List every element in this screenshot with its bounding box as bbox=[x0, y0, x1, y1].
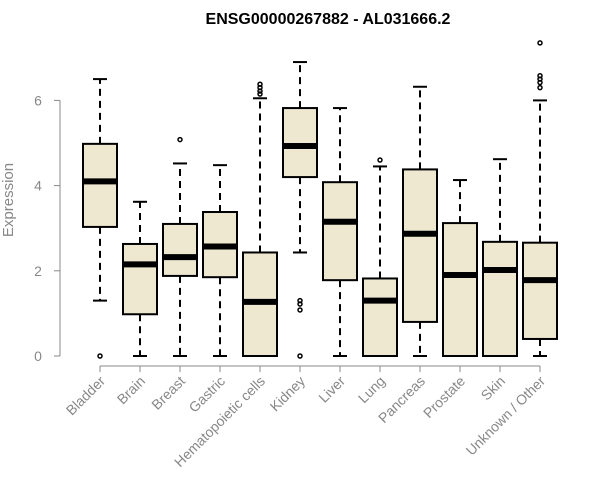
y-tick-label: 6 bbox=[34, 92, 42, 108]
outlier-point bbox=[537, 84, 543, 91]
x-tick-label: Prostate bbox=[420, 373, 468, 421]
box-group bbox=[522, 40, 558, 357]
box-iqr bbox=[362, 277, 398, 357]
box-group bbox=[82, 78, 118, 359]
box-iqr bbox=[82, 142, 118, 228]
x-tick-label: Lung bbox=[355, 373, 388, 406]
chart-title: ENSG00000267882 - AL031666.2 bbox=[206, 11, 451, 28]
outlier-point bbox=[537, 40, 543, 46]
box-group bbox=[162, 136, 198, 357]
outlier-point bbox=[537, 72, 543, 79]
outlier-point bbox=[257, 91, 263, 97]
x-tick-label: Breast bbox=[148, 373, 188, 413]
box-iqr bbox=[162, 222, 198, 277]
box-iqr bbox=[482, 240, 518, 357]
box-group bbox=[122, 200, 158, 357]
box-group bbox=[362, 157, 398, 357]
box-group bbox=[282, 61, 318, 359]
box-series bbox=[82, 40, 558, 359]
x-tick-label: Liver bbox=[315, 373, 348, 406]
box-iqr bbox=[402, 168, 438, 323]
x-tick-label: Skin bbox=[478, 373, 509, 404]
box-iqr bbox=[522, 241, 558, 340]
box-iqr bbox=[122, 242, 158, 316]
y-tick-label: 0 bbox=[34, 348, 42, 364]
box-group bbox=[442, 179, 478, 357]
box-group bbox=[202, 164, 238, 357]
outlier-point bbox=[177, 136, 183, 143]
y-axis: 0 2 4 6 bbox=[34, 92, 61, 364]
outlier-point bbox=[97, 353, 103, 359]
outlier-point bbox=[297, 353, 303, 359]
y-tick-label: 2 bbox=[34, 263, 42, 279]
y-axis-label: Expression bbox=[0, 163, 17, 237]
outlier-point bbox=[297, 307, 303, 313]
x-tick-label: Brain bbox=[114, 373, 148, 407]
box-group bbox=[322, 107, 358, 357]
outlier-point bbox=[377, 157, 383, 163]
box-group bbox=[402, 85, 438, 357]
outlier-point bbox=[297, 297, 303, 304]
y-tick-label: 4 bbox=[34, 178, 42, 194]
box-group bbox=[242, 81, 278, 357]
box-group bbox=[482, 158, 518, 357]
outlier-point bbox=[257, 81, 263, 87]
x-tick-label: Bladder bbox=[63, 373, 109, 419]
x-tick-label: Kidney bbox=[267, 373, 309, 415]
box-iqr bbox=[322, 181, 358, 282]
box-iqr bbox=[282, 107, 318, 179]
box-iqr bbox=[442, 222, 478, 357]
